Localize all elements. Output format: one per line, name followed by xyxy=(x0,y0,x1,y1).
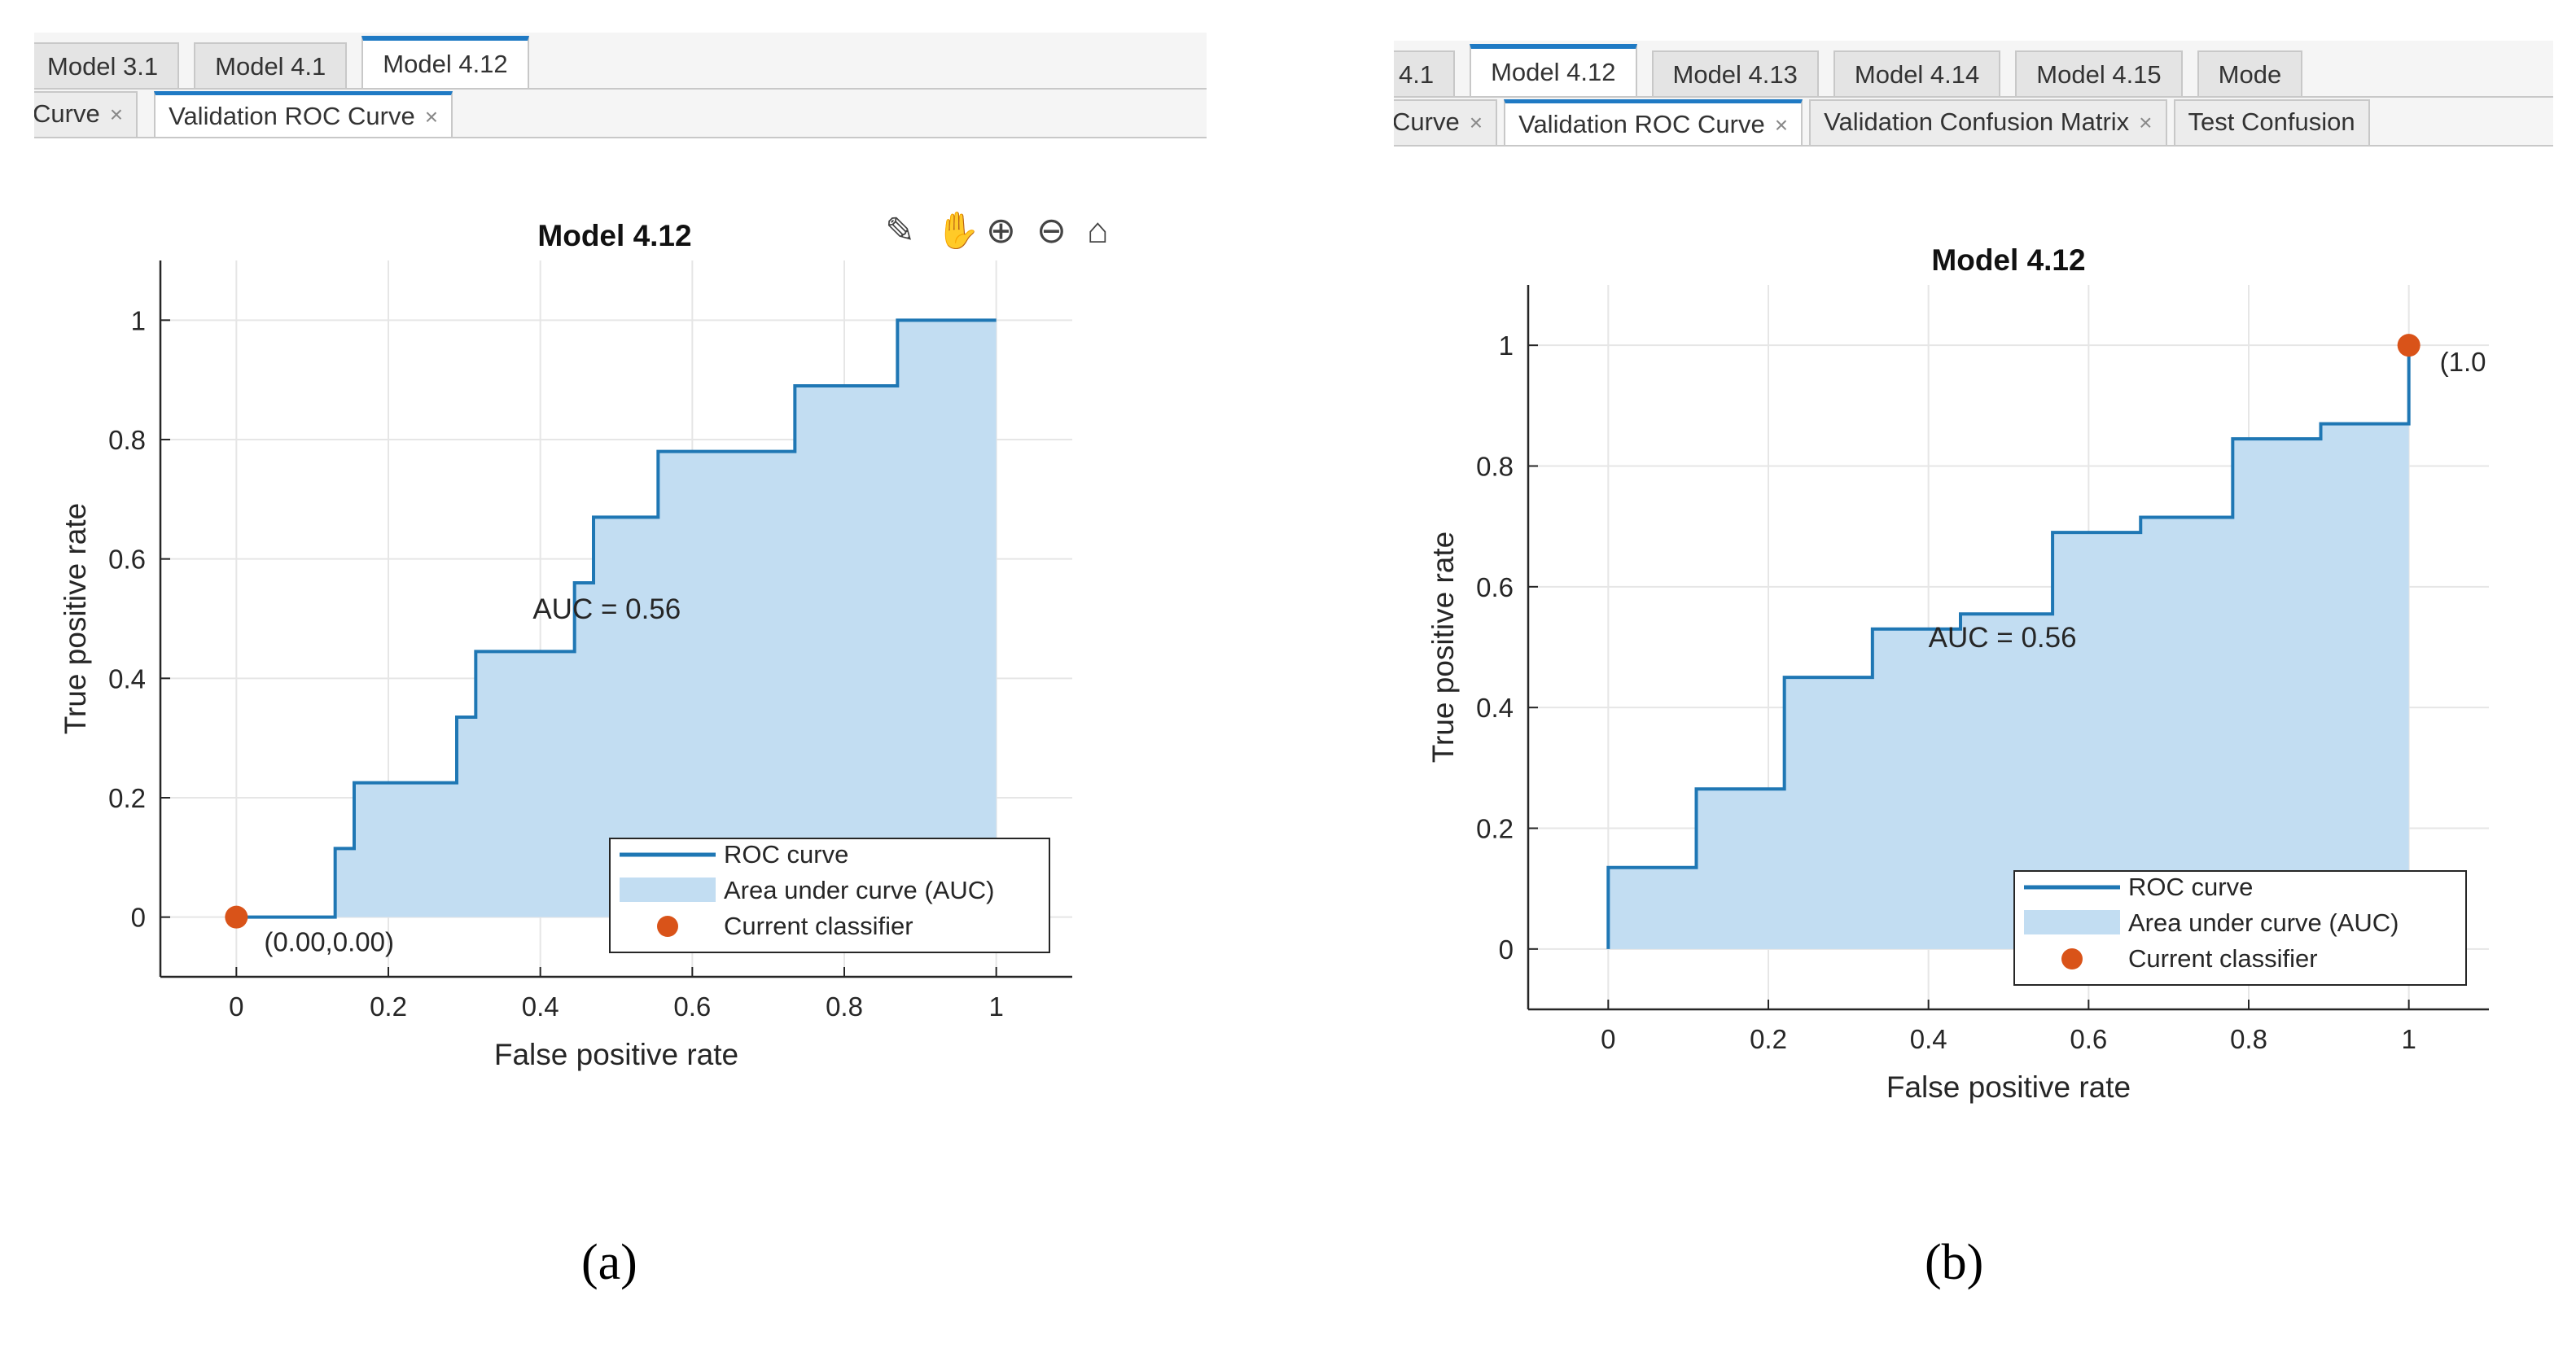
current-classifier-label: (0.00,0.00) xyxy=(264,927,394,957)
close-tab-icon[interactable]: × xyxy=(424,104,439,129)
plot-area: 0 0.2 0.4 0.6 0.8 1 0 0.2 0.4 0.6 0.8 1 Model 4.12 Fa… xyxy=(34,138,1207,1203)
auc-label: AUC = 0.56 xyxy=(532,593,681,625)
model-tab[interactable]: Mode xyxy=(2197,50,2303,96)
legend-entry: Current classifier xyxy=(2128,944,2318,973)
y-axis-label: True positive rate xyxy=(59,503,92,734)
brush-icon[interactable]: ✎ xyxy=(885,211,915,251)
model-tab[interactable]: Model 3.1 xyxy=(34,42,180,88)
legend-entry: ROC curve xyxy=(2128,873,2253,901)
legend: ROC curve Area under curve (AUC) Current c… xyxy=(2013,870,2467,986)
x-tick-label: 0.4 xyxy=(522,991,559,1022)
roc-chart-b: 0 0.2 0.4 0.6 0.8 1 0 0.2 0.4 0.6 0.8 1 Model 4.12 Fa… xyxy=(1426,243,2489,1104)
roc-curve-line xyxy=(1606,345,2411,949)
y-tick-label: 0 xyxy=(131,903,146,933)
model-tab[interactable]: Model 4.12 xyxy=(361,36,529,88)
y-tick-label: 0 xyxy=(1499,934,1514,965)
plot-tab-label: Validation ROC Curve xyxy=(169,102,415,130)
zoom-out-icon[interactable]: ⊖ xyxy=(1036,211,1067,251)
plot-tab-label: Curve xyxy=(1394,107,1460,136)
chart-title: Model 4.12 xyxy=(1931,243,2085,277)
x-tick-label: 0.2 xyxy=(1750,1024,1787,1054)
model-tab[interactable]: Model 4.14 xyxy=(1833,50,2001,96)
zoom-in-icon[interactable]: ⊕ xyxy=(986,211,1016,251)
model-tab-bar: Model 3.1 Model 4.1 Model 4.12 xyxy=(34,33,1207,90)
y-axis-label: True positive rate xyxy=(1426,532,1460,763)
plot-tab[interactable]: Curve × xyxy=(1394,99,1498,145)
plot-tab[interactable]: Curve × xyxy=(34,91,138,137)
legend: ROC curve Area under curve (AUC) Current c… xyxy=(609,838,1050,953)
close-tab-icon[interactable]: × xyxy=(109,102,124,127)
model-tab[interactable]: Model 4.15 xyxy=(2015,50,2183,96)
y-tick-label: 1 xyxy=(131,305,146,335)
y-tick-label: 0.4 xyxy=(1476,693,1514,723)
y-tick-label: 0.2 xyxy=(1476,814,1514,844)
x-axis-label: False positive rate xyxy=(494,1038,738,1071)
legend-entry: ROC curve xyxy=(724,840,848,869)
y-tick-label: 0.6 xyxy=(108,545,146,575)
x-tick-label: 0.8 xyxy=(2230,1024,2267,1054)
legend-swatch-classifier xyxy=(657,916,678,937)
plot-area: 0 0.2 0.4 0.6 0.8 1 0 0.2 0.4 0.6 0.8 1 Model 4.12 Fa… xyxy=(1394,147,2553,1195)
x-axis-label: False positive rate xyxy=(1886,1070,2131,1104)
y-tick-label: 0.8 xyxy=(108,425,146,455)
legend-entry: Current classifier xyxy=(724,912,913,940)
close-tab-icon[interactable]: × xyxy=(2139,110,2153,135)
y-tick-label: 0.8 xyxy=(1476,452,1514,482)
plot-tab-label: Validation ROC Curve xyxy=(1518,110,1765,138)
x-tick-label: 0.2 xyxy=(370,991,407,1022)
x-tick-label: 1 xyxy=(988,991,1003,1022)
x-tick-label: 0.8 xyxy=(826,991,863,1022)
auc-area xyxy=(1608,345,2409,949)
panel-b: 4.1 Model 4.12 Model 4.13 Model 4.14 Model 4… xyxy=(1394,41,2553,1195)
panel-a: Model 3.1 Model 4.1 Model 4.12 Curve × Valid… xyxy=(34,33,1207,1203)
current-classifier-label: (1.0 xyxy=(2440,347,2486,377)
home-icon[interactable]: ⌂ xyxy=(1087,211,1109,251)
auc-area xyxy=(236,320,997,917)
x-tick-label: 1 xyxy=(2401,1024,2416,1054)
model-tab[interactable]: Model 4.13 xyxy=(1651,50,1819,96)
pan-hand-icon[interactable]: ✋ xyxy=(935,210,980,251)
x-tick-label: 0.4 xyxy=(1910,1024,1947,1054)
x-tick-label: 0 xyxy=(1601,1024,1615,1054)
y-tick-label: 0.6 xyxy=(1476,572,1514,602)
legend-entry: Area under curve (AUC) xyxy=(724,876,995,904)
plot-tab-label: Curve xyxy=(34,99,100,128)
model-tab-bar: 4.1 Model 4.12 Model 4.13 Model 4.14 Model 4… xyxy=(1394,41,2553,98)
roc-curve-line xyxy=(236,318,997,919)
legend-swatch-auc xyxy=(620,878,716,902)
auc-label: AUC = 0.56 xyxy=(1929,622,2077,654)
current-classifier-point xyxy=(2397,334,2420,357)
plot-tab-label: Validation Confusion Matrix xyxy=(1824,107,2130,136)
current-classifier-point xyxy=(225,905,248,929)
close-tab-icon[interactable]: × xyxy=(1774,112,1789,138)
y-tick-label: 0.4 xyxy=(108,663,146,694)
model-tab[interactable]: 4.1 xyxy=(1394,50,1456,96)
plot-tab[interactable]: Test Confusion xyxy=(2173,99,2370,145)
caption-b: (b) xyxy=(1925,1235,1984,1290)
model-tab[interactable]: Model 4.12 xyxy=(1470,44,1637,96)
plot-tab-label: Test Confusion xyxy=(2188,107,2355,136)
roc-chart-a: 0 0.2 0.4 0.6 0.8 1 0 0.2 0.4 0.6 0.8 1 Model 4.12 Fa… xyxy=(59,210,1109,1071)
y-tick-label: 0.2 xyxy=(108,783,146,813)
y-tick-label: 1 xyxy=(1499,330,1514,361)
legend-swatch-classifier xyxy=(2061,948,2083,969)
caption-a: (a) xyxy=(581,1235,637,1290)
plot-tab[interactable]: Validation Confusion Matrix × xyxy=(1809,99,2167,145)
x-tick-label: 0.6 xyxy=(673,991,711,1022)
chart-title: Model 4.12 xyxy=(537,219,691,252)
plot-tab-bar: Curve × Validation ROC Curve × Validation Co… xyxy=(1394,98,2553,147)
x-tick-label: 0 xyxy=(229,991,243,1022)
plot-tab-bar: Curve × Validation ROC Curve × xyxy=(34,90,1207,138)
close-tab-icon[interactable]: × xyxy=(1469,110,1483,135)
legend-swatch-auc xyxy=(2024,910,2120,934)
x-tick-label: 0.6 xyxy=(2070,1024,2107,1054)
plot-tab[interactable]: Validation ROC Curve × xyxy=(154,91,453,137)
plot-tab[interactable]: Validation ROC Curve × xyxy=(1504,99,1803,145)
legend-entry: Area under curve (AUC) xyxy=(2128,908,2399,937)
model-tab[interactable]: Model 4.1 xyxy=(194,42,348,88)
